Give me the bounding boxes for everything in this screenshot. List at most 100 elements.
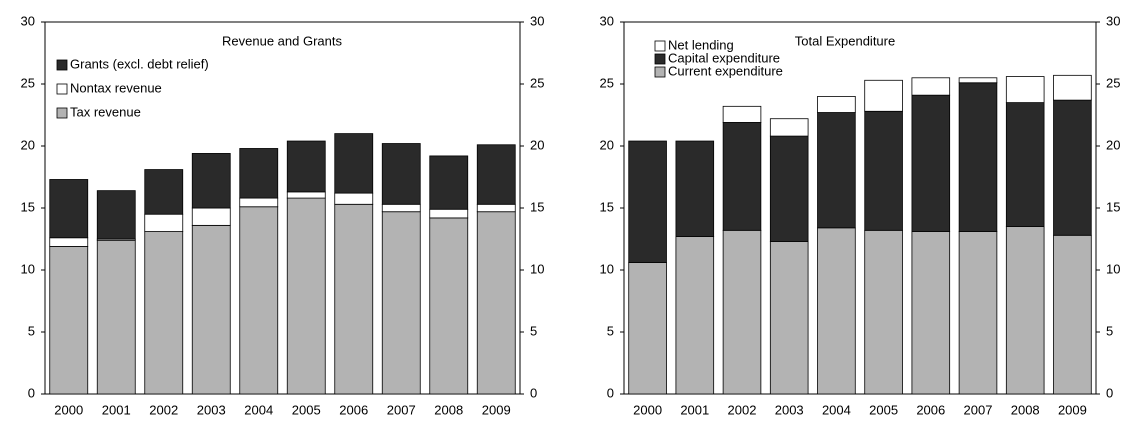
y-tick-label: 25 bbox=[600, 75, 614, 90]
bar-segment bbox=[144, 169, 184, 215]
y2-tick-label: 20 bbox=[530, 137, 544, 152]
legend-label: Tax revenue bbox=[70, 104, 141, 119]
legend-label: Grants (excl. debt relief) bbox=[70, 56, 209, 71]
x-tick-label: 2000 bbox=[633, 402, 662, 417]
y2-tick-label: 30 bbox=[1106, 13, 1120, 28]
legend-label: Current expenditure bbox=[668, 63, 783, 78]
x-tick-label: 2009 bbox=[1058, 402, 1087, 417]
y-tick-label: 20 bbox=[21, 137, 35, 152]
bar-segment bbox=[49, 179, 89, 239]
y-tick-label: 10 bbox=[600, 261, 614, 276]
y-tick-label: 5 bbox=[28, 323, 35, 338]
bar-segment bbox=[381, 203, 421, 213]
y-tick-label: 30 bbox=[600, 13, 614, 28]
bar-segment bbox=[722, 105, 762, 123]
bar-segment bbox=[864, 229, 903, 395]
y2-tick-label: 15 bbox=[1106, 199, 1120, 214]
bar-segment bbox=[239, 197, 279, 208]
bar-segment bbox=[334, 203, 374, 395]
bar-segment bbox=[911, 94, 951, 232]
bar-segment bbox=[381, 143, 421, 205]
y-tick-label: 5 bbox=[607, 323, 614, 338]
legend-swatch bbox=[56, 59, 68, 71]
bar-segment bbox=[239, 206, 279, 395]
bar-segment bbox=[911, 231, 951, 395]
bar-segment bbox=[675, 140, 715, 237]
x-tick-label: 2008 bbox=[434, 402, 463, 417]
bar-segment bbox=[817, 96, 856, 113]
bar-segment bbox=[381, 211, 421, 395]
bar-segment bbox=[96, 190, 136, 240]
bar-segment bbox=[769, 135, 809, 242]
bar-segment bbox=[722, 122, 762, 231]
x-tick-label: 2002 bbox=[149, 402, 178, 417]
chart-title: Total Expenditure bbox=[795, 33, 895, 48]
x-tick-label: 2005 bbox=[292, 402, 321, 417]
bar-segment bbox=[334, 192, 374, 205]
x-tick-label: 2001 bbox=[102, 402, 131, 417]
bar-segment bbox=[476, 211, 516, 395]
bar-segment bbox=[1053, 74, 1092, 101]
bar-segment bbox=[144, 231, 184, 395]
bar-segment bbox=[286, 191, 326, 199]
bar-segment bbox=[628, 140, 667, 263]
bar-segment bbox=[191, 153, 231, 209]
y2-tick-label: 20 bbox=[1106, 137, 1120, 152]
y2-tick-label: 0 bbox=[530, 385, 537, 400]
bar-segment bbox=[911, 77, 951, 96]
bar-segment bbox=[239, 148, 279, 199]
bar-segment bbox=[1053, 99, 1092, 236]
bar-segment bbox=[286, 197, 326, 395]
bar-segment bbox=[429, 217, 469, 395]
bar-segment bbox=[476, 144, 516, 205]
bar-segment bbox=[49, 237, 89, 247]
chart-title: Revenue and Grants bbox=[222, 33, 342, 48]
bar-segment bbox=[49, 246, 89, 395]
y2-tick-label: 5 bbox=[530, 323, 537, 338]
y-tick-label: 10 bbox=[21, 261, 35, 276]
y2-tick-label: 25 bbox=[1106, 75, 1120, 90]
y2-tick-label: 10 bbox=[1106, 261, 1120, 276]
legend-swatch bbox=[56, 107, 68, 119]
y-tick-label: 20 bbox=[600, 137, 614, 152]
x-tick-label: 2000 bbox=[54, 402, 83, 417]
x-tick-label: 2001 bbox=[680, 402, 709, 417]
bar-segment bbox=[1005, 76, 1045, 103]
bar-segment bbox=[675, 236, 715, 395]
x-tick-label: 2009 bbox=[482, 402, 511, 417]
y2-tick-label: 15 bbox=[530, 199, 544, 214]
y-tick-label: 30 bbox=[21, 13, 35, 28]
legend-swatch bbox=[56, 83, 68, 95]
y-tick-label: 15 bbox=[600, 199, 614, 214]
bar-segment bbox=[144, 213, 184, 232]
y-tick-label: 0 bbox=[28, 385, 35, 400]
bar-segment bbox=[958, 77, 998, 84]
bar-segment bbox=[1053, 234, 1092, 395]
legend-swatch bbox=[654, 66, 666, 78]
bar-segment bbox=[191, 207, 231, 226]
bar-segment bbox=[1005, 102, 1045, 227]
y-tick-label: 0 bbox=[607, 385, 614, 400]
bar-segment bbox=[286, 140, 326, 193]
x-tick-label: 2006 bbox=[916, 402, 945, 417]
bar-segment bbox=[334, 133, 374, 194]
y2-tick-label: 5 bbox=[1106, 323, 1113, 338]
x-tick-label: 2005 bbox=[869, 402, 898, 417]
y2-tick-label: 10 bbox=[530, 261, 544, 276]
bar-segment bbox=[628, 262, 667, 395]
x-tick-label: 2006 bbox=[339, 402, 368, 417]
bar-segment bbox=[958, 82, 998, 232]
bar-segment bbox=[1005, 226, 1045, 395]
bar-segment bbox=[96, 239, 136, 395]
x-tick-label: 2007 bbox=[964, 402, 993, 417]
x-tick-label: 2004 bbox=[244, 402, 273, 417]
legend-label: Net lending bbox=[668, 37, 734, 52]
bar-segment bbox=[958, 231, 998, 395]
bar-segment bbox=[769, 241, 809, 395]
bar-segment bbox=[722, 229, 762, 395]
x-tick-label: 2002 bbox=[728, 402, 757, 417]
bar-segment bbox=[191, 224, 231, 395]
y2-tick-label: 25 bbox=[530, 75, 544, 90]
bar-segment bbox=[817, 112, 856, 229]
